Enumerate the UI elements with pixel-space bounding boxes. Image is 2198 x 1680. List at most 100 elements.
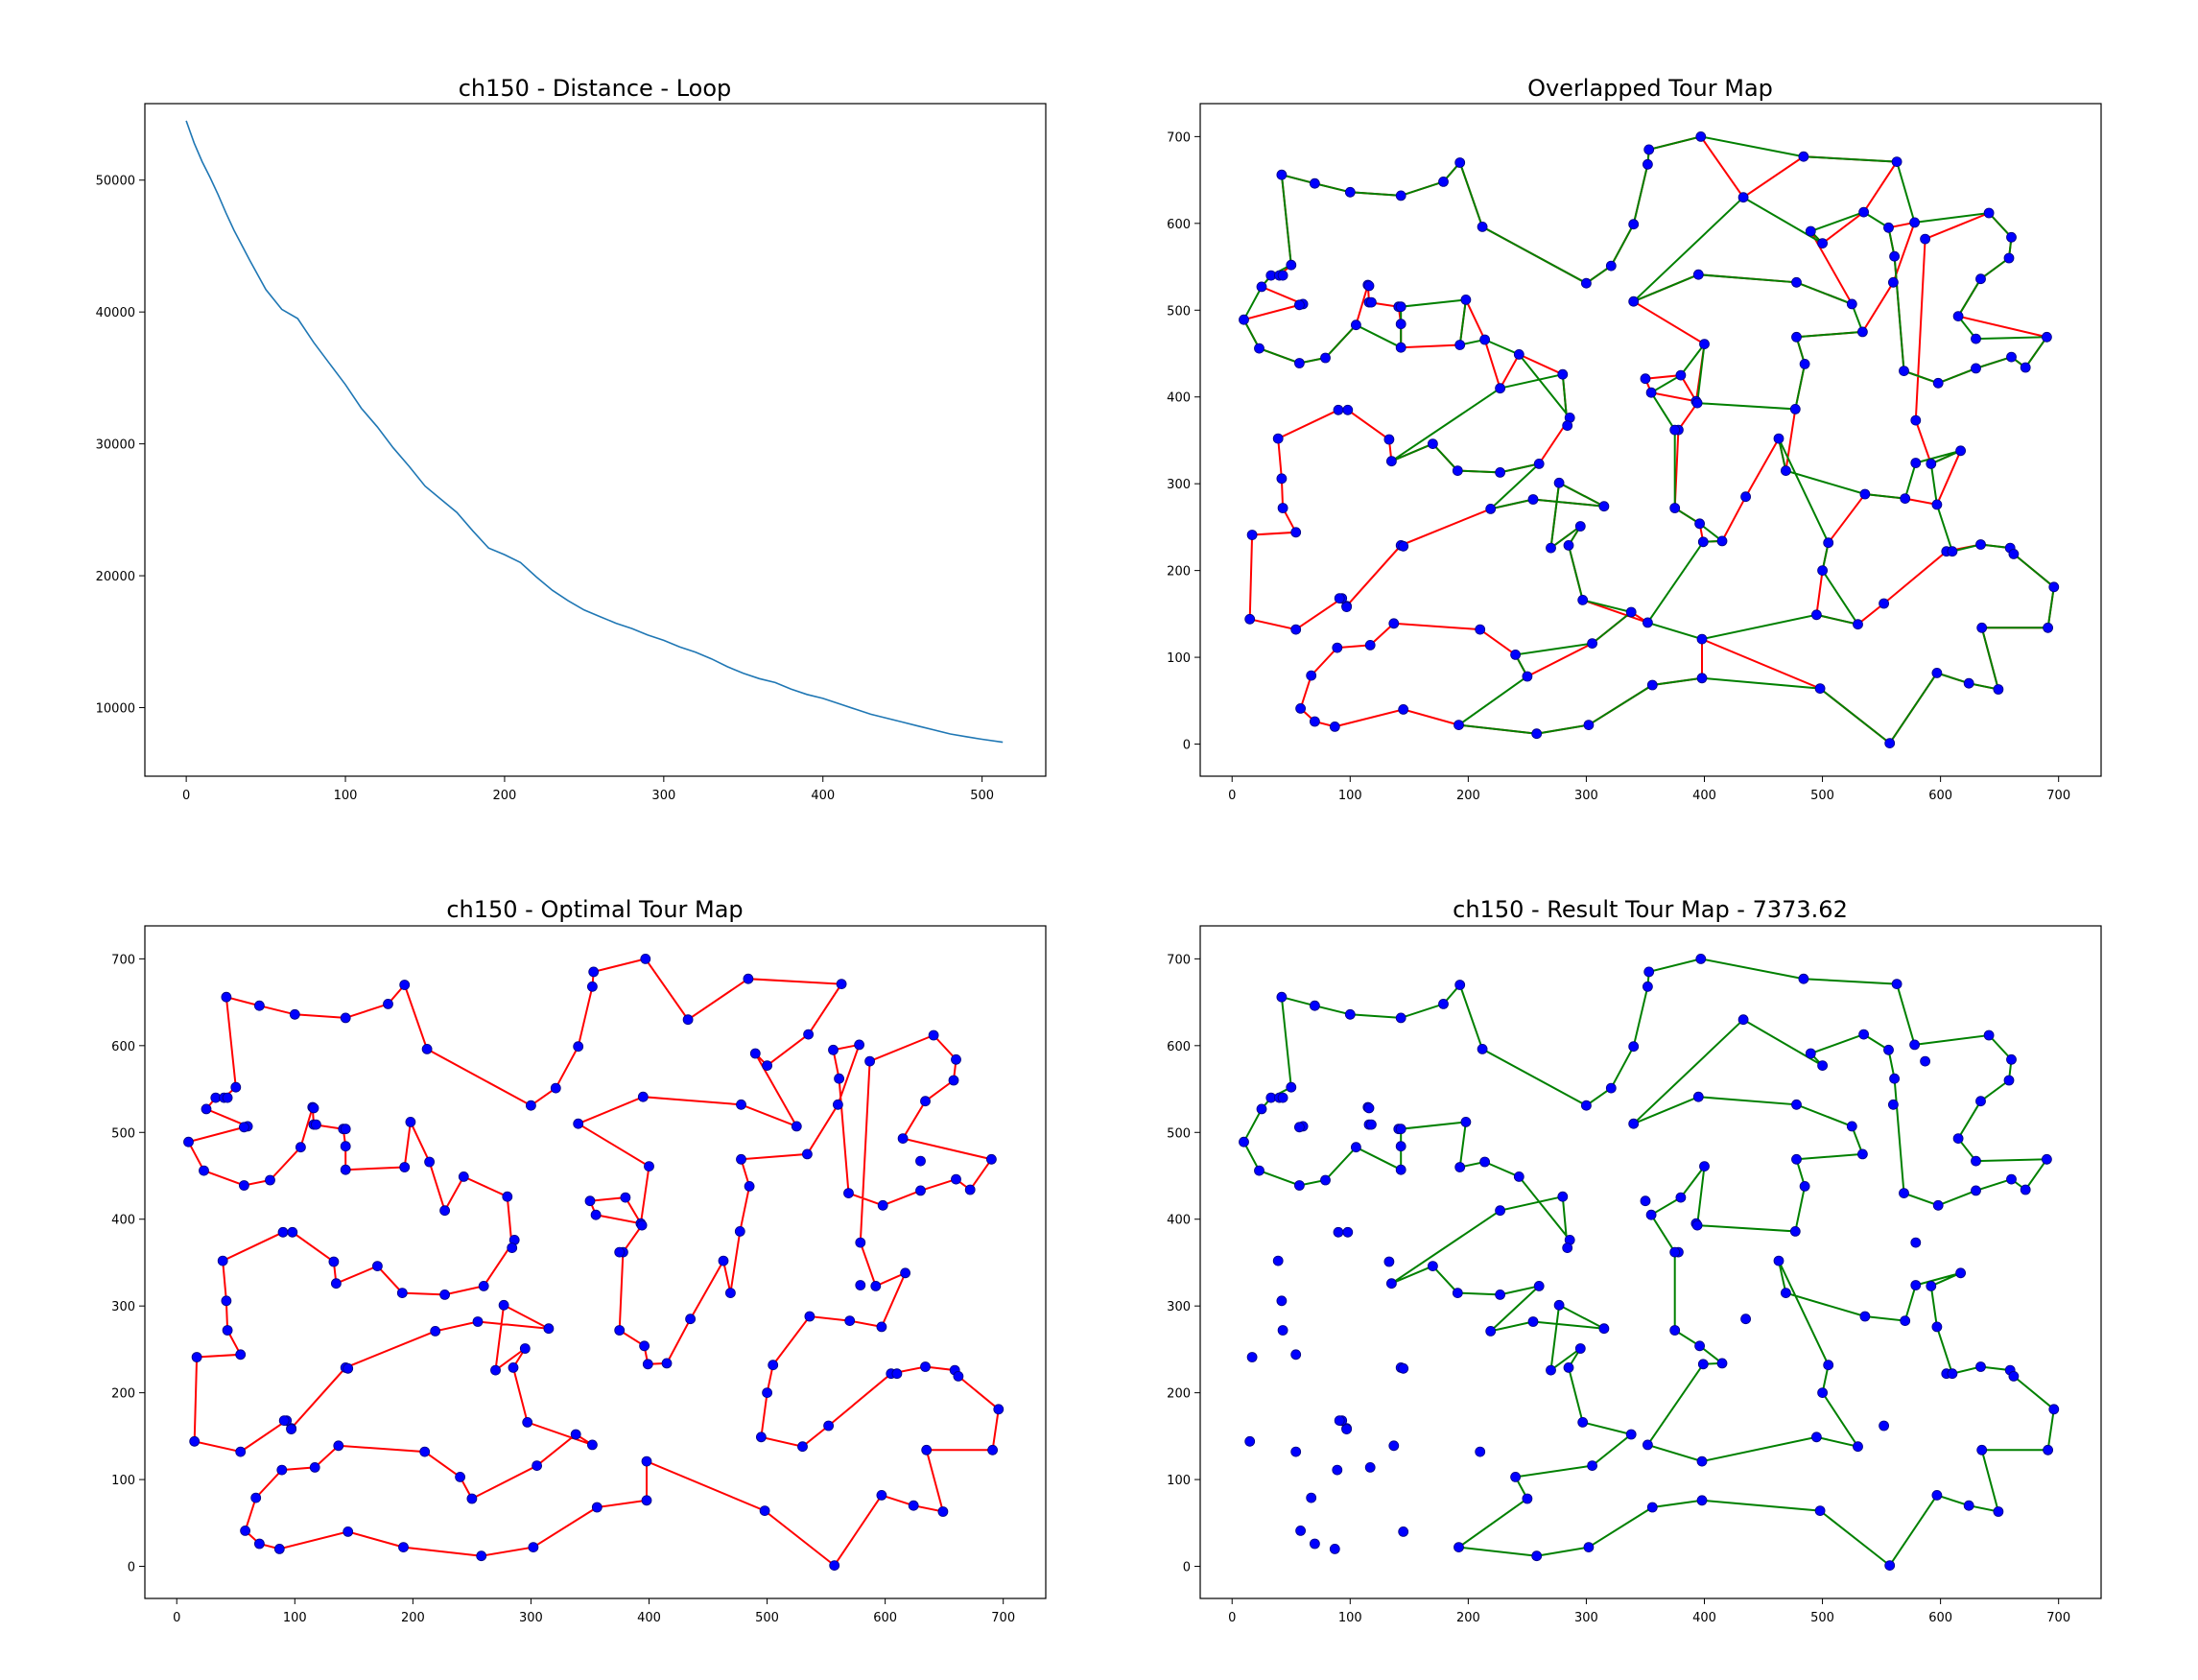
- city-point: [199, 1165, 209, 1176]
- city-point: [590, 1209, 602, 1220]
- city-point: [1857, 1148, 1868, 1160]
- city-point: [1533, 458, 1545, 469]
- city-point: [1438, 999, 1449, 1009]
- city-point: [1879, 1420, 1889, 1432]
- city-point: [855, 1280, 866, 1290]
- city-point: [1562, 1242, 1573, 1253]
- city-point: [1428, 438, 1438, 450]
- city-point: [2048, 581, 2060, 593]
- x-tick-label: 100: [1338, 789, 1362, 803]
- city-point: [1799, 358, 1810, 369]
- y-tick-label: 600: [1167, 1040, 1191, 1054]
- y-tick-label: 50000: [96, 175, 135, 189]
- y-tick-label: 40000: [96, 306, 135, 320]
- city-point: [1932, 377, 1944, 389]
- city-point: [1697, 536, 1709, 548]
- x-tick-label: 500: [1810, 789, 1834, 803]
- city-point: [1931, 1321, 1943, 1333]
- city-point: [1716, 1358, 1728, 1369]
- city-point: [371, 1261, 383, 1271]
- city-point: [920, 1361, 931, 1372]
- city-point: [1577, 1417, 1589, 1428]
- city-point: [1846, 298, 1857, 310]
- city-point: [235, 1349, 247, 1361]
- city-point: [986, 1153, 997, 1165]
- y-tick-label: 500: [111, 1126, 135, 1141]
- city-point: [439, 1205, 451, 1217]
- city-point: [340, 1012, 351, 1024]
- city-point: [1805, 225, 1816, 237]
- city-point: [1546, 542, 1556, 554]
- city-point: [1395, 1124, 1406, 1135]
- y-tick-label: 300: [111, 1300, 135, 1314]
- optimal-tour-line: [187, 958, 1000, 1568]
- city-point: [1454, 1542, 1464, 1552]
- city-point: [343, 1526, 354, 1537]
- city-point: [744, 1181, 755, 1192]
- city-point: [1510, 650, 1521, 660]
- city-point: [1475, 1446, 1486, 1457]
- city-point: [1454, 720, 1464, 730]
- city-point: [1931, 499, 1943, 510]
- city-point: [183, 1136, 194, 1148]
- city-point: [1522, 671, 1533, 682]
- city-point: [1239, 1136, 1249, 1148]
- city-point: [343, 1362, 354, 1374]
- city-point: [502, 1191, 513, 1202]
- city-point: [295, 1142, 306, 1153]
- city-point: [1383, 1256, 1395, 1267]
- city-point: [759, 1505, 770, 1516]
- city-point: [620, 1192, 631, 1203]
- city-point: [1583, 720, 1595, 730]
- city-point: [1696, 1455, 1708, 1467]
- city-point: [768, 1360, 779, 1371]
- city-point: [1691, 1219, 1703, 1231]
- city-point: [1495, 1290, 1505, 1300]
- x-tick-label: 100: [283, 1611, 307, 1625]
- city-point: [1695, 954, 1707, 964]
- city-point: [340, 1164, 351, 1175]
- city-point: [1553, 1299, 1565, 1311]
- city-point: [455, 1472, 466, 1482]
- city-point: [1625, 606, 1637, 618]
- city-point: [2048, 1404, 2060, 1415]
- city-point: [1531, 1550, 1543, 1562]
- city-point: [1485, 1326, 1497, 1337]
- axis-ticks: 0 100 200 300 400 500 600 700 0 100 200 300 400 500 60…: [1167, 953, 2070, 1625]
- city-point: [1583, 1542, 1595, 1552]
- city-point: [1510, 1472, 1521, 1482]
- city-point: [1460, 294, 1472, 305]
- city-point: [2006, 351, 2017, 363]
- city-point: [1926, 458, 1937, 469]
- city-point: [876, 1490, 887, 1501]
- city-point: [1454, 340, 1466, 350]
- city-point: [1646, 1502, 1658, 1513]
- city-point: [1581, 1100, 1592, 1111]
- city-point: [309, 1462, 320, 1473]
- panel-title: ch150 - Optimal Tour Map: [446, 896, 743, 923]
- city-point: [1277, 503, 1288, 513]
- city-point: [1884, 738, 1896, 748]
- city-point: [1697, 1359, 1709, 1370]
- city-point: [1910, 458, 1922, 468]
- city-point: [472, 1316, 484, 1327]
- city-point: [1963, 677, 1974, 689]
- city-point: [2041, 331, 2052, 343]
- city-point: [1598, 501, 1610, 512]
- city-point: [797, 1441, 808, 1453]
- y-tick-label: 200: [111, 1387, 135, 1402]
- city-point: [584, 1195, 596, 1207]
- city-point: [921, 1444, 933, 1455]
- city-point: [1522, 1493, 1533, 1504]
- city-point: [189, 1435, 201, 1447]
- city-point: [1971, 363, 1981, 374]
- city-point: [1254, 1165, 1264, 1176]
- city-point: [1858, 206, 1869, 218]
- city-point: [2003, 252, 2015, 264]
- city-point: [1646, 679, 1658, 691]
- city-point: [843, 1188, 854, 1198]
- city-point: [1294, 1180, 1305, 1191]
- panel-distance-loop: ch150 - Distance - Loop 0 100 200 300 400 500…: [96, 75, 1047, 803]
- city-point: [1737, 192, 1749, 203]
- x-tick-label: 300: [1574, 1611, 1598, 1625]
